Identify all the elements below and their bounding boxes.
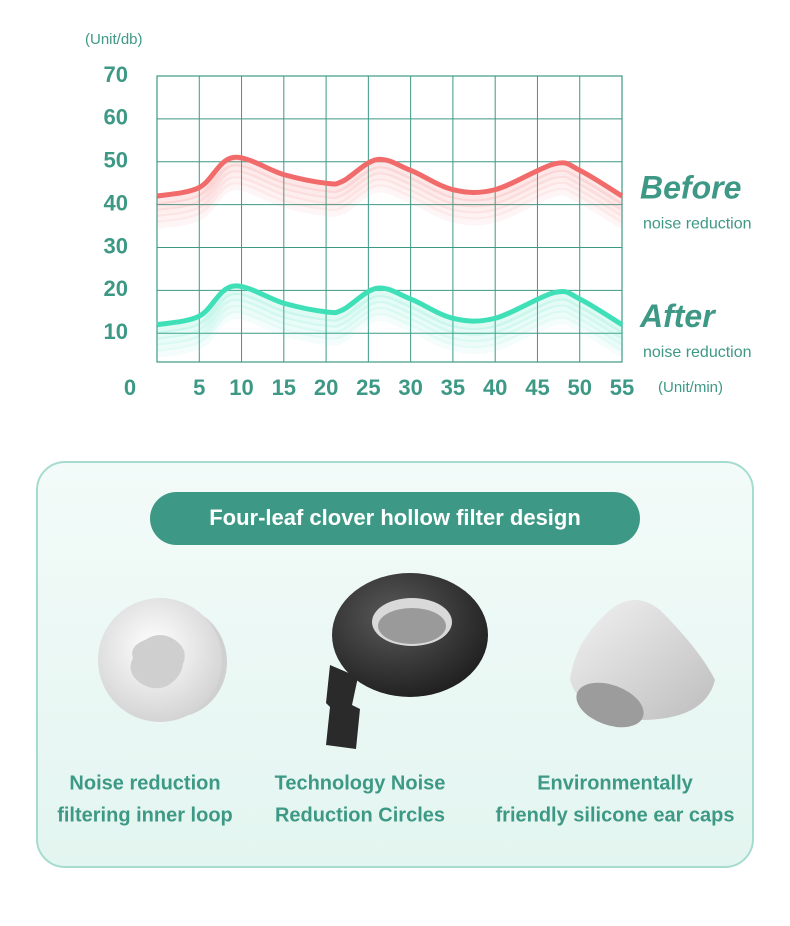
item-caption: Environmentally [537,772,693,794]
item-caption: friendly silicone ear caps [496,804,735,826]
y-axis-label: (Unit/db) [85,31,143,48]
y-tick-label: 40 [104,190,128,215]
series-glow [156,158,625,206]
panel-title: Four-leaf clover hollow filter design [209,505,581,530]
series-glow [156,311,625,358]
legend-label: After [639,298,716,334]
x-tick-label: 0 [124,375,136,400]
item-caption: Reduction Circles [275,804,445,826]
y-tick-label: 70 [104,62,128,87]
x-tick-label: 10 [229,375,253,400]
y-tick-label: 30 [104,233,128,258]
x-tick-label: 55 [610,375,634,400]
x-tick-label: 15 [272,375,296,400]
series-glow [156,170,625,218]
x-tick-label: 50 [567,375,591,400]
item-caption: Technology Noise [275,772,446,794]
series-glow [156,299,625,346]
legend-sublabel: noise reduction [643,344,752,361]
x-tick-label: 40 [483,375,507,400]
x-axis-label: (Unit/min) [658,379,723,396]
series-glow [156,287,625,334]
series-line [156,154,624,199]
x-tick-label: 30 [398,375,422,400]
noise-circle-image [326,573,488,749]
title-pill [150,492,640,545]
x-tick-label: 20 [314,375,338,400]
item-caption: filtering inner loop [57,804,233,826]
legend-label: Before [640,170,741,206]
series-line [156,283,624,328]
series-glow [156,176,625,224]
y-tick-label: 60 [104,105,128,130]
item-caption: Noise reduction [69,772,220,794]
inner-loop-image [98,598,227,722]
x-tick-label: 5 [193,375,205,400]
series-glow [156,164,625,212]
x-tick-label: 35 [441,375,465,400]
ear-cap-image [570,600,715,728]
y-tick-label: 10 [104,319,128,344]
y-tick-label: 50 [104,148,128,173]
series-glow [156,293,625,340]
series-glow [156,182,625,230]
chart: (Unit/db) (Unit/min) 10 20 30 40 50 60 70 0 5 10 1… [85,31,752,400]
series-glow [156,305,625,352]
panel: Four-leaf clover hollow filter design No… [36,461,754,868]
x-tick-label: 25 [356,375,380,400]
y-tick-label: 20 [104,276,128,301]
x-tick-label: 45 [525,375,549,400]
legend-sublabel: noise reduction [643,215,752,232]
